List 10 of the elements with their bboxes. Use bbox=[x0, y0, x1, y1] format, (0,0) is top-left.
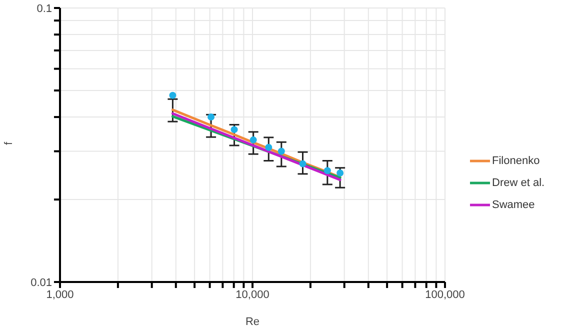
legend-label: Drew et al. bbox=[492, 177, 545, 189]
y-axis-title: f bbox=[2, 141, 15, 145]
x-axis-title: Re bbox=[245, 316, 260, 327]
y-tick-label: 0.01 bbox=[30, 276, 52, 289]
x-tick-label: 10,000 bbox=[236, 288, 270, 301]
legend-label: Filonenko bbox=[492, 155, 540, 167]
legend-label: Swamee bbox=[492, 199, 535, 211]
x-tick-label: 100,000 bbox=[425, 288, 465, 301]
y-tick-label: 0.1 bbox=[36, 2, 52, 15]
x-tick-label: 1,000 bbox=[46, 288, 74, 301]
